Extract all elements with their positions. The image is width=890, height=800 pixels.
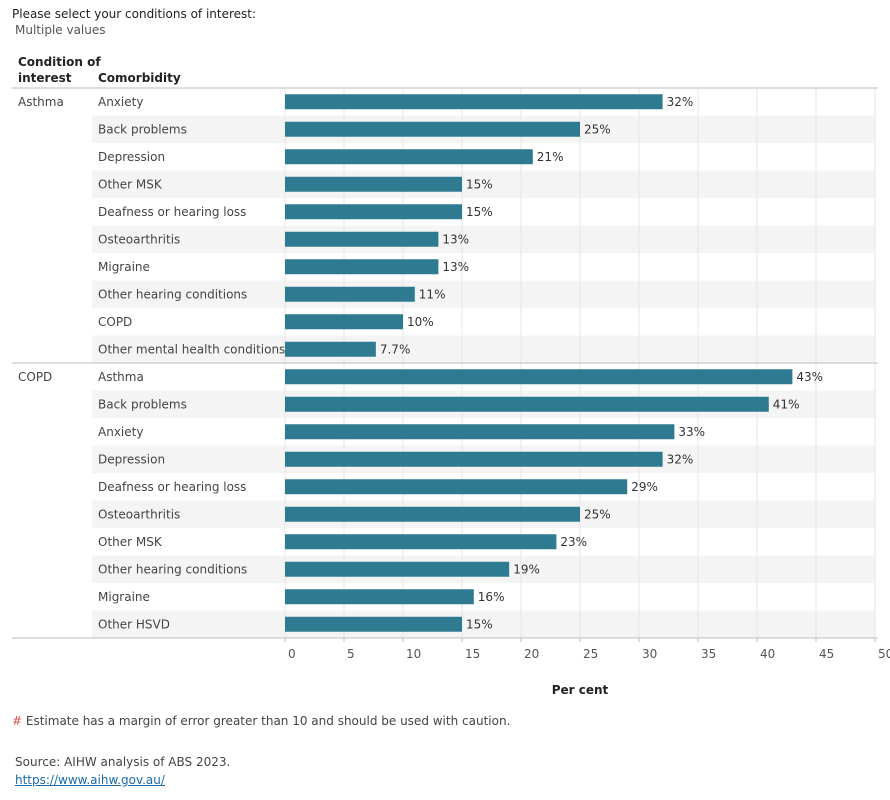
data-label: 32% [667,95,694,109]
header-condition-line1: Condition of [18,55,101,69]
tick-label: 45 [819,647,834,661]
category-label: Osteoarthritis [98,233,180,247]
filter-value[interactable]: Multiple values [15,23,106,37]
data-label: 43% [796,370,823,384]
category-label: Other MSK [98,178,163,192]
data-label: 7.7% [380,343,411,357]
tick-label: 50 [878,647,890,661]
category-label: Other HSVD [98,618,170,632]
row-band [92,225,875,253]
data-label: 21% [537,150,564,164]
category-label: Osteoarthritis [98,508,180,522]
bar [285,369,793,385]
footnote-text: Estimate has a margin of error greater t… [22,714,511,728]
row-band [92,170,875,198]
tick-label: 20 [524,647,539,661]
bar [285,506,580,522]
data-label: 33% [678,425,705,439]
source-text: Source: AIHW analysis of ABS 2023. [15,755,231,769]
category-label: Other MSK [98,535,163,549]
footnote-marker: # [12,714,23,728]
header-condition: Condition of interest [18,54,101,86]
tick-label: 25 [583,647,598,661]
data-label: 11% [419,288,446,302]
category-label: Asthma [98,370,144,384]
header-condition-line2: interest [18,71,72,85]
data-label: 13% [442,233,469,247]
data-label: 13% [442,260,469,274]
data-label: 25% [584,123,611,137]
bar [285,451,663,467]
bar [285,231,439,247]
data-label: 16% [478,590,505,604]
bar [285,561,510,577]
tick-label: 5 [347,647,355,661]
data-label: 41% [773,398,800,412]
tick-label: 40 [760,647,775,661]
bar [285,616,462,632]
category-label: Other hearing conditions [98,288,247,302]
bar [285,589,474,605]
group-label: COPD [18,370,52,384]
bar [285,259,439,275]
tick-label: 35 [701,647,716,661]
category-label: Depression [98,150,165,164]
category-label: Back problems [98,398,187,412]
bar [285,149,533,165]
tick-label: 30 [642,647,657,661]
bar [285,341,376,357]
header-comorbidity: Comorbidity [98,71,181,85]
category-label: Anxiety [98,425,143,439]
bar [285,424,675,440]
data-label: 10% [407,315,434,329]
data-label: 25% [584,508,611,522]
data-label: 29% [631,480,658,494]
category-label: COPD [98,315,132,329]
tick-label: 10 [406,647,421,661]
bar-chart: Asthma Anxiety 32% Back problems 25% Depressi… [12,87,890,697]
category-label: Other hearing conditions [98,563,247,577]
filter-title: Please select your conditions of interes… [12,7,257,21]
data-label: 23% [560,535,587,549]
bar [285,94,663,110]
bar [285,534,557,550]
bar [285,286,415,302]
data-label: 19% [513,563,540,577]
tick-label: 0 [288,647,296,661]
data-label: 15% [466,178,493,192]
category-label: Depression [98,453,165,467]
row-band [92,610,875,638]
data-label: 15% [466,618,493,632]
category-label: Migraine [98,260,150,274]
data-label: 32% [667,453,694,467]
x-axis-title: Per cent [552,683,609,697]
bar [285,204,462,220]
data-label: 15% [466,205,493,219]
category-label: Anxiety [98,95,143,109]
bar [285,479,628,495]
footnote: # Estimate has a margin of error greater… [12,714,510,728]
category-label: Deafness or hearing loss [98,480,246,494]
bar [285,396,769,412]
bar [285,314,403,330]
row-band [92,280,875,308]
category-label: Deafness or hearing loss [98,205,246,219]
source-link[interactable]: https://www.aihw.gov.au/ [15,773,165,787]
category-label: Other mental health conditions [98,343,285,357]
row-band [92,335,875,363]
bar [285,121,580,137]
group-label: Asthma [18,95,64,109]
tick-label: 15 [465,647,480,661]
category-label: Back problems [98,123,187,137]
bar [285,176,462,192]
category-label: Migraine [98,590,150,604]
